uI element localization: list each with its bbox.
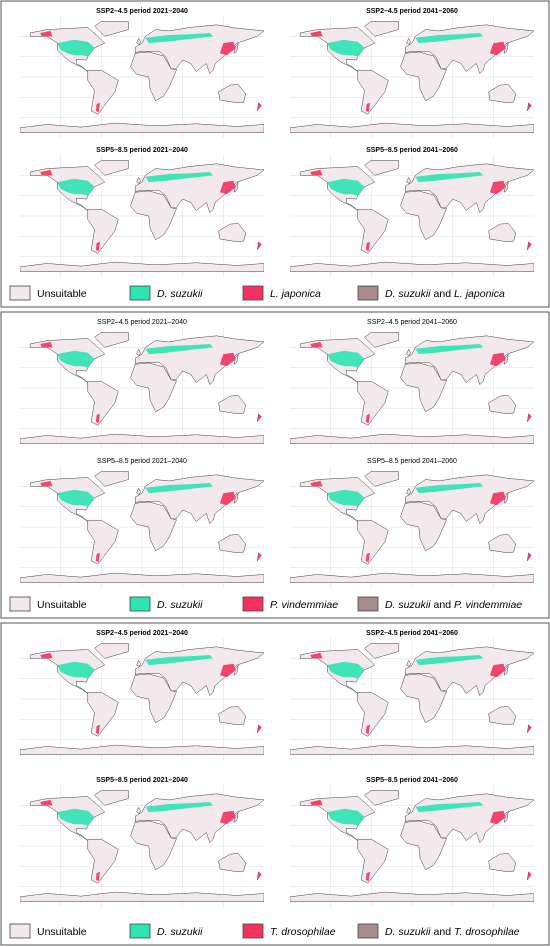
legend-swatch bbox=[242, 285, 264, 301]
legend-label-part: L. japonica bbox=[270, 288, 321, 300]
legend-label-part: D. suzukii bbox=[385, 599, 431, 611]
legend-swatch bbox=[129, 596, 151, 612]
legend-swatch bbox=[129, 923, 151, 939]
legend-label-part: D. suzukii bbox=[157, 599, 203, 611]
legend-label: D. suzukii bbox=[157, 926, 203, 938]
legend-swatch bbox=[9, 923, 31, 939]
panel: SSP2–4.5 period 2021–2040 SSP2–4.5 period… bbox=[0, 622, 550, 946]
legend-label: D. suzukii and P. vindemmiae bbox=[385, 599, 522, 611]
legend-label-part: T. drosophilae bbox=[454, 926, 520, 938]
map-title: SSP5–8.5 period 2021–2040 bbox=[96, 147, 188, 154]
legend-label: D. suzukii bbox=[157, 599, 203, 611]
map-title: SSP2–4.5 period 2021–2040 bbox=[97, 319, 187, 326]
world-map bbox=[20, 466, 264, 588]
legend-swatch bbox=[129, 285, 151, 301]
legend-label: T. drosophilae bbox=[270, 926, 336, 938]
legend-label-part: and bbox=[434, 599, 452, 611]
legend-label-part: and bbox=[434, 288, 452, 300]
map-title: SSP5–8.5 period 2021–2040 bbox=[96, 777, 188, 784]
map-title: SSP5–8.5 period 2041–2060 bbox=[366, 777, 458, 784]
legend-label-part: D. suzukii bbox=[385, 926, 431, 938]
panel-frame bbox=[0, 311, 550, 619]
world-map bbox=[290, 466, 534, 588]
legend-swatch bbox=[357, 285, 379, 301]
world-map bbox=[290, 638, 534, 760]
legend-swatch bbox=[357, 596, 379, 612]
world-map bbox=[290, 327, 534, 449]
legend-label: Unsuitable bbox=[37, 288, 87, 300]
legend-swatch bbox=[242, 596, 264, 612]
legend-label: D. suzukii and T. drosophilae bbox=[385, 926, 520, 938]
panel: SSP2–4.5 period 2021–2040 SSP2–4.5 period… bbox=[0, 311, 550, 619]
map-title: SSP2–4.5 period 2021–2040 bbox=[96, 630, 188, 637]
legend-label: L. japonica bbox=[270, 288, 321, 300]
map-title: SSP2–4.5 period 2041–2060 bbox=[366, 630, 458, 637]
legend-label-part: T. drosophilae bbox=[270, 926, 336, 938]
panel: SSP2–4.5 period 2021–2040 SSP2–4.5 period… bbox=[0, 0, 550, 308]
legend-label: Unsuitable bbox=[37, 926, 87, 938]
legend-swatch bbox=[9, 285, 31, 301]
legend-label-part: Unsuitable bbox=[37, 599, 87, 611]
legend-swatch bbox=[357, 923, 379, 939]
map-title: SSP2–4.5 period 2041–2060 bbox=[367, 319, 457, 326]
legend-label-part: P. vindemmiae bbox=[454, 599, 522, 611]
legend-label: D. suzukii bbox=[157, 288, 203, 300]
legend-label-part: D. suzukii bbox=[157, 926, 203, 938]
panel-frame bbox=[0, 0, 550, 308]
world-map bbox=[290, 785, 534, 907]
legend-swatch bbox=[242, 923, 264, 939]
world-map bbox=[20, 785, 264, 907]
legend-label-part: Unsuitable bbox=[37, 926, 87, 938]
legend-label-part: D. suzukii bbox=[157, 288, 203, 300]
legend-label: Unsuitable bbox=[37, 599, 87, 611]
legend-label-part: Unsuitable bbox=[37, 288, 87, 300]
world-map bbox=[20, 155, 264, 277]
world-map bbox=[290, 16, 534, 138]
legend-label-part: and bbox=[434, 926, 452, 938]
map-title: SSP5–8.5 period 2021–2040 bbox=[97, 458, 187, 465]
world-map bbox=[290, 155, 534, 277]
legend-label: P. vindemmiae bbox=[270, 599, 338, 611]
legend-label: D. suzukii and L. japonica bbox=[385, 288, 505, 300]
map-title: SSP2–4.5 period 2021–2040 bbox=[96, 8, 188, 15]
legend-label-part: P. vindemmiae bbox=[270, 599, 338, 611]
world-map bbox=[20, 327, 264, 449]
map-title: SSP5–8.5 period 2041–2060 bbox=[366, 147, 458, 154]
legend-swatch bbox=[9, 596, 31, 612]
map-title: SSP2–4.5 period 2041–2060 bbox=[366, 8, 458, 15]
legend-label-part: L. japonica bbox=[454, 288, 505, 300]
legend-label-part: D. suzukii bbox=[385, 288, 431, 300]
world-map bbox=[20, 638, 264, 760]
world-map bbox=[20, 16, 264, 138]
map-title: SSP5–8.5 period 2041–2060 bbox=[367, 458, 457, 465]
panel-frame bbox=[0, 622, 550, 946]
